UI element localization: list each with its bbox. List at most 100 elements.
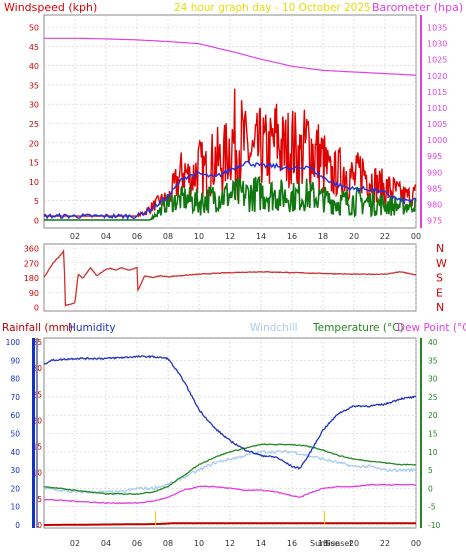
barometer-tick-label: 975 [427,217,442,226]
barometer-tick-label: 1010 [427,104,447,113]
time-label-lower: 18 [318,539,328,548]
temperature-tick-label: 20 [428,411,438,420]
wind-tick-label: 25 [29,120,39,129]
barometer-tick-label: 990 [427,168,442,177]
time-label-upper: 08 [163,232,173,241]
humidity-axis-bar [36,338,38,528]
rainfall-tick-label: 60 [10,411,20,420]
legend-temperature: Temperature (°C) [312,322,404,334]
time-label-upper: 10 [194,232,204,241]
legend-dewpoint: Dew Point (°C) [397,322,466,334]
wind-tick-label: 35 [29,81,39,90]
rainfall-tick-label: 80 [10,375,20,384]
axis-labels: 0510152025303540455097598098599099510001… [6,15,447,548]
sunset-label: Sunset [325,539,352,548]
legend-windchill: Windchill [250,322,298,334]
wind-tick-label: 15 [29,159,39,168]
compass-label: N [436,242,444,255]
compass-label: S [436,272,443,285]
temperature-tick-label: 0 [428,484,433,493]
barometer-tick-label: 1020 [427,72,447,81]
time-label-upper: 16 [287,232,297,241]
rainfall-tick-label: 30 [10,466,20,475]
time-label-upper: 18 [318,232,328,241]
direction-tick-label: 360 [24,245,39,254]
humidity-series [43,354,417,470]
barometer-tick-label: 1030 [427,40,447,49]
temperature-tick-label: 40 [428,338,438,347]
time-label-lower: 02 [70,539,80,548]
time-label-lower: 10 [194,539,204,548]
time-label-upper: 12 [225,232,235,241]
legend-rainfall: Rainfall (mm) [2,322,73,334]
time-label-lower: 08 [163,539,173,548]
barometer-tick-label: 985 [427,184,442,193]
rainfall-tick-label: 10 [10,503,20,512]
humidity-scale-tick-label: 5 [37,495,42,504]
wind-tick-label: 45 [29,43,39,52]
sunrise-label: Sunrise [310,539,340,548]
time-label-upper: 00 [411,232,421,241]
barometer-tick-label: 1015 [427,88,447,97]
wind-tick-label: 40 [29,62,39,71]
chart-title: 24 hour graph day - 10 October 2025 [174,2,371,14]
rainfall-tick-label: 0 [15,521,20,530]
rainfall-tick-label: 100 [6,338,21,347]
barometer-tick-label: 995 [427,152,442,161]
time-label-upper: 14 [256,232,266,241]
time-label-lower: 06 [132,539,142,548]
rainfall-tick-label: 40 [10,448,20,457]
rainfall-series [44,522,416,526]
barometer-tick-label: 980 [427,200,442,209]
direction-tick-label: 270 [24,259,39,268]
barometer-series [44,37,417,76]
temperature-tick-label: 25 [428,393,438,402]
barometer-tick-label: 1035 [427,24,447,33]
direction-tick-label: 90 [29,289,39,298]
time-label-lower: 14 [256,539,266,548]
direction-tick-label: 180 [24,274,39,283]
temperature-tick-label: 15 [428,430,438,439]
rainfall-tick-label: 20 [10,484,20,493]
time-label-upper: 02 [70,232,80,241]
windchill-series [43,449,417,495]
legend-humidity: Humidity [68,322,116,334]
temperature-tick-label: 5 [428,466,433,475]
wind-tick-label: 50 [29,24,39,33]
dewpoint-series [43,483,417,505]
temperature-tick-label: -5 [428,503,436,512]
barometer-axis-label: Barometer (hpa) [372,1,463,14]
windspeed-low-series [44,176,417,221]
rainfall-axis-bar [32,338,35,528]
direction-tick-label: 0 [34,304,39,313]
time-label-upper: 22 [380,232,390,241]
time-label-upper: 04 [101,232,111,241]
barometer-tick-label: 1025 [427,56,447,65]
temperature-series [43,443,417,496]
compass-label: N [436,301,444,314]
barometer-tick-label: 1000 [427,136,447,145]
rainfall-tick-label: 70 [10,393,20,402]
rainfall-tick-label: 90 [10,356,20,365]
wind-tick-label: 0 [34,217,39,226]
temperature-tick-label: -10 [428,521,440,530]
wind-tick-label: 10 [29,178,39,187]
barometer-tick-label: 1005 [427,120,447,129]
time-label-lower: 00 [411,539,421,548]
compass-label: W [436,257,447,270]
time-label-lower: 22 [380,539,390,548]
temperature-tick-label: 35 [428,356,438,365]
temperature-tick-label: 30 [428,375,438,384]
temperature-tick-label: 10 [428,448,438,457]
time-label-lower: 12 [225,539,235,548]
wind-tick-label: 30 [29,101,39,110]
windspeed-average-series [43,160,417,221]
wind-direction-series [43,248,417,307]
compass-label: E [436,286,443,299]
series-lines [43,37,417,526]
humidity-scale-tick-label: 0 [37,521,42,530]
time-label-upper: 20 [349,232,359,241]
time-label-lower: 20 [349,539,359,548]
wind-tick-label: 5 [34,197,39,206]
